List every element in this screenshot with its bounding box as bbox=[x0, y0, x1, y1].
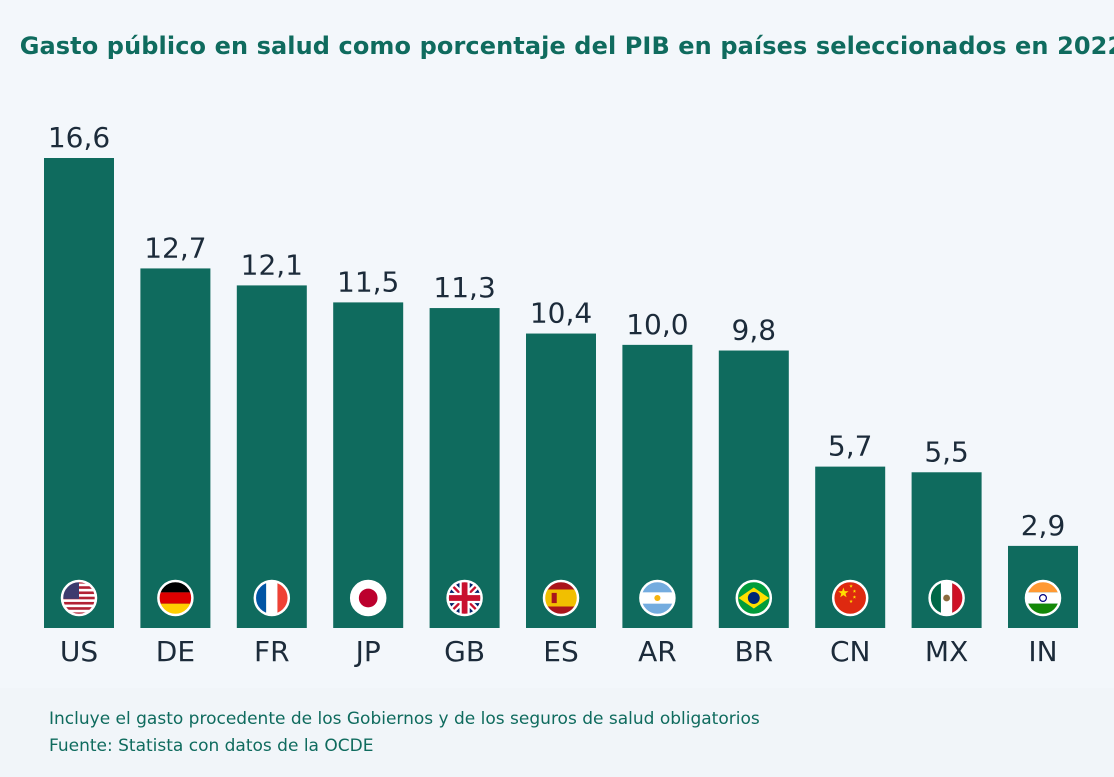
value-label-cn: 5,7 bbox=[828, 430, 873, 463]
tick-label-us: US bbox=[60, 635, 98, 668]
flag-ring bbox=[60, 579, 98, 617]
in-flag-icon bbox=[1026, 581, 1060, 615]
bar-fr bbox=[236, 285, 307, 628]
bar-de bbox=[140, 268, 211, 628]
value-label-de: 12,7 bbox=[144, 231, 206, 264]
value-label-es: 10,4 bbox=[530, 297, 592, 330]
tick-label-gb: GB bbox=[444, 635, 485, 668]
chart-footer: Incluye el gasto procedente de los Gobie… bbox=[0, 688, 1114, 777]
flag-ring bbox=[349, 579, 387, 617]
flag-ring bbox=[542, 579, 580, 617]
value-label-br: 9,8 bbox=[732, 314, 777, 347]
de-flag-icon bbox=[158, 581, 193, 615]
flag-ring bbox=[1024, 579, 1062, 617]
flag-ring bbox=[639, 579, 676, 617]
source-text: Fuente: Statista con datos de la OCDE bbox=[49, 736, 374, 756]
flag-ring bbox=[928, 579, 965, 617]
tick-label-de: DE bbox=[156, 635, 195, 668]
flag-ring bbox=[157, 579, 194, 617]
tick-label-in: IN bbox=[1028, 635, 1057, 668]
footnote-text: Incluye el gasto procedente de los Gobie… bbox=[49, 709, 760, 729]
bar-chart: 16,6 US 12,7 DE 12,1 FR 11,5 JP 11,3 GB 10,4 ES 10,0… bbox=[44, 121, 1078, 668]
tick-label-mx: MX bbox=[925, 635, 968, 668]
value-label-fr: 12,1 bbox=[241, 248, 303, 281]
bar-us bbox=[44, 158, 114, 628]
bar-jp bbox=[333, 302, 404, 628]
bar-es bbox=[526, 333, 596, 628]
fr-flag-icon bbox=[254, 581, 289, 615]
flag-ring bbox=[446, 579, 483, 617]
value-label-in: 2,9 bbox=[1021, 509, 1066, 542]
tick-label-es: ES bbox=[543, 635, 578, 668]
value-label-jp: 11,5 bbox=[337, 265, 399, 298]
tick-label-jp: JP bbox=[354, 635, 381, 668]
chart-title: Gasto público en salud como porcentaje d… bbox=[19, 32, 1114, 60]
tick-label-cn: CN bbox=[830, 635, 871, 668]
tick-label-ar: AR bbox=[638, 635, 677, 668]
mx-flag-icon bbox=[929, 581, 964, 615]
value-label-ar: 10,0 bbox=[626, 308, 688, 341]
flag-ring bbox=[831, 579, 869, 617]
value-label-mx: 5,5 bbox=[924, 435, 969, 468]
tick-label-fr: FR bbox=[254, 635, 290, 668]
tick-label-br: BR bbox=[734, 635, 773, 668]
flag-ring bbox=[735, 579, 773, 617]
value-label-gb: 11,3 bbox=[433, 271, 495, 304]
bar-gb bbox=[429, 308, 500, 628]
value-label-us: 16,6 bbox=[48, 121, 110, 154]
flag-ring bbox=[253, 579, 291, 617]
